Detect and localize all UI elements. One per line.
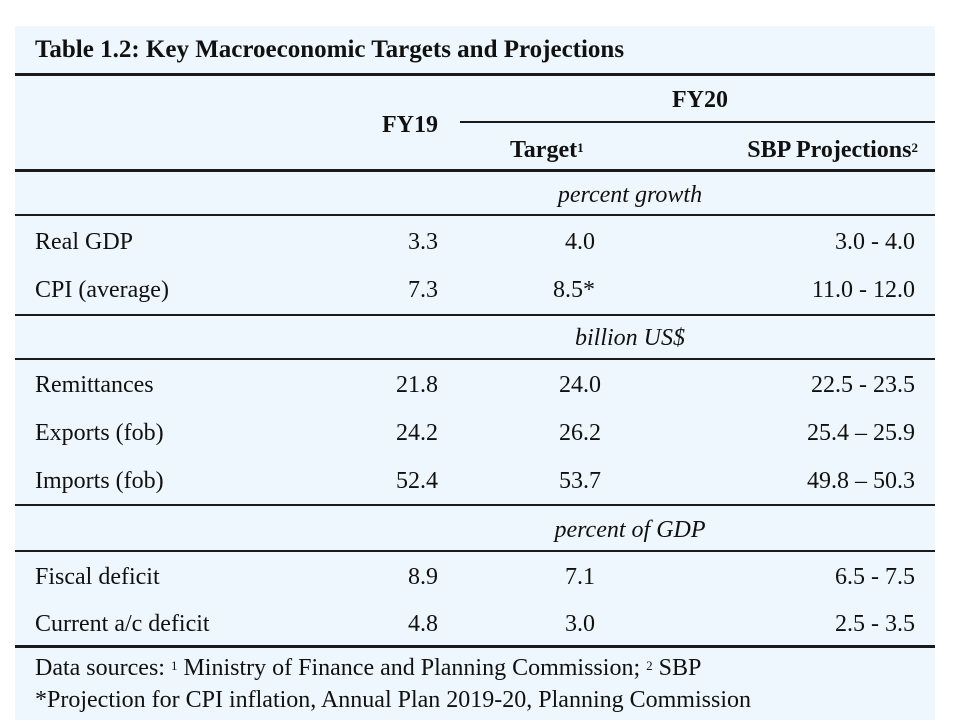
cell-fy19: 21.8 [396,372,438,398]
cell-sbp: 2.5 - 3.5 [835,611,915,637]
cell-fy19: 8.9 [408,564,438,590]
cell-fy19: 52.4 [396,468,438,494]
cell-fy19: 3.3 [408,229,438,255]
header-target: Target1 [510,137,584,163]
divider [15,645,935,648]
divider [15,214,935,216]
row-label: Imports (fob) [35,468,164,494]
row-label: CPI (average) [35,277,169,303]
cell-fy19: 24.2 [396,420,438,446]
table-panel [15,26,935,720]
row-label: Real GDP [35,229,133,255]
row-label: Exports (fob) [35,420,164,446]
divider [15,358,935,360]
cell-target: 3.0 [565,611,595,637]
cell-sbp: 22.5 - 23.5 [811,372,915,398]
section-unit: percent growth [557,182,703,208]
divider [15,314,935,316]
cell-target: 53.7 [559,468,601,494]
cell-sbp: 25.4 – 25.9 [807,420,915,446]
cell-target: 24.0 [559,372,601,398]
cell-sbp: 49.8 – 50.3 [807,468,915,494]
cell-target: 7.1 [565,564,595,590]
header-fy19: FY19 [382,112,438,138]
footnote-cpi: *Projection for CPI inflation, Annual Pl… [35,687,751,713]
divider [15,504,935,506]
fy20-underline [460,121,935,123]
cell-target: 4.0 [565,229,595,255]
divider [15,550,935,552]
cell-sbp: 6.5 - 7.5 [835,564,915,590]
row-label: Fiscal deficit [35,564,160,590]
cell-sbp: 3.0 - 4.0 [835,229,915,255]
header-sbp-projections: SBP Projections2 [747,137,918,163]
row-label: Remittances [35,372,154,398]
section-unit: billion US$ [574,325,685,351]
divider [15,73,935,76]
section-unit: percent of GDP [554,517,706,543]
cell-target: 8.5* [553,277,595,303]
row-label: Current a/c deficit [35,611,210,637]
divider [15,169,935,172]
header-fy20: FY20 [672,87,728,113]
footnote-sources: Data sources: 1 Ministry of Finance and … [35,655,702,681]
cell-target: 26.2 [559,420,601,446]
table-title: Table 1.2: Key Macroeconomic Targets and… [35,36,625,63]
cell-fy19: 7.3 [408,277,438,303]
cell-fy19: 4.8 [408,611,438,637]
cell-sbp: 11.0 - 12.0 [811,277,915,303]
